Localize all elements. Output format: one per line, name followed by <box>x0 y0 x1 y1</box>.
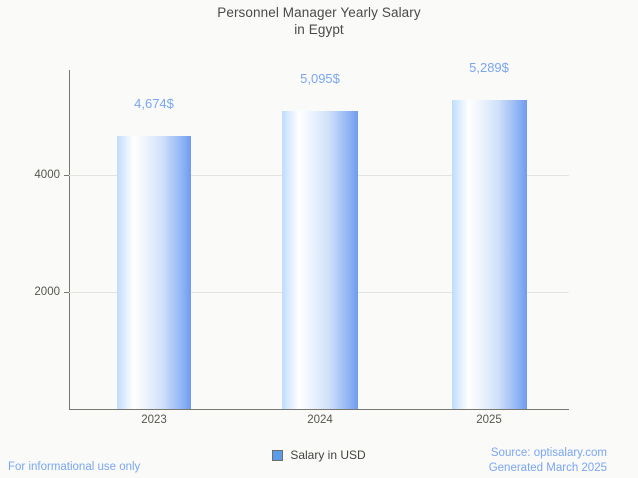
legend-item-salary-in-usd[interactable]: Salary in USD <box>272 448 366 462</box>
footer-disclaimer: For informational use only <box>8 461 141 473</box>
chart-title-line-1: Personnel Manager Yearly Salary <box>217 5 421 20</box>
y-axis-tick-mark-2000 <box>64 292 69 294</box>
chart-legend: Salary in USD <box>0 448 638 462</box>
x-axis-line <box>69 409 569 410</box>
chart-title-line-2: in Egypt <box>294 22 344 37</box>
footer-generated: Generated March 2025 <box>488 462 607 474</box>
legend-item-label: Salary in USD <box>290 448 366 462</box>
plot-area <box>69 70 569 409</box>
bar-2024[interactable] <box>282 111 358 409</box>
legend-swatch-icon <box>272 449 284 461</box>
y-axis-tick-mark-4000 <box>64 175 69 177</box>
footer-source: Source: optisalary.com <box>490 447 607 459</box>
footer-source-block: Source: optisalary.com Generated March 2… <box>489 446 607 476</box>
bar-value-label-2024: 5,095$ <box>300 71 340 87</box>
bar-value-label-2025: 5,289$ <box>469 59 509 75</box>
x-axis-label-2025: 2025 <box>476 414 502 426</box>
bar-2023[interactable] <box>117 135 191 409</box>
bar-value-label-2023: 4,674$ <box>134 95 174 111</box>
y-axis-tick-label-2000: 2000 <box>34 286 60 299</box>
y-axis-tick-label-4000: 4000 <box>34 169 60 182</box>
x-axis-label-2023: 2023 <box>141 414 167 426</box>
bar-2025[interactable] <box>452 99 527 409</box>
x-axis-label-2024: 2024 <box>307 414 333 426</box>
chart-title: Personnel Manager Yearly Salary in Egypt <box>0 4 638 38</box>
y-axis-line <box>69 70 70 410</box>
